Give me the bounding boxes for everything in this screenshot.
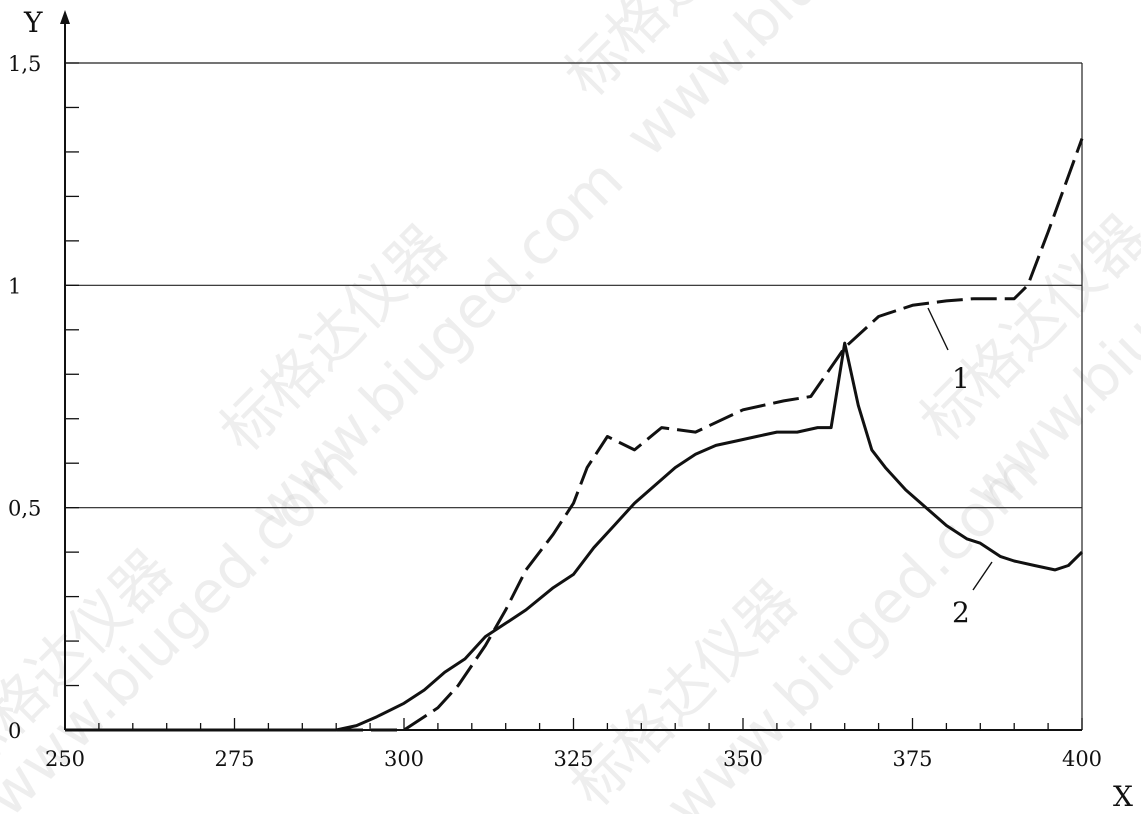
y-tick-label: 1 [8,274,21,298]
series [65,138,1084,732]
tick-labels: 250 275 300 325 350 375 400 0 0,5 1 1,5 [8,52,1102,771]
series-label: 2 [952,596,970,629]
y-axis-arrow [60,10,70,24]
x-tick-label: 275 [214,747,254,771]
series-label-leader [972,561,993,591]
x-tick-label: 375 [892,747,932,771]
series-line-2 [65,341,1084,732]
x-tick-label: 350 [723,747,763,771]
series-label-leader [927,307,949,351]
series-label: 1 [952,362,970,395]
x-tick-label: 400 [1062,747,1102,771]
y-tick-label: 0,5 [8,497,41,521]
x-tick-label: 325 [553,747,593,771]
annotations: 12 [927,307,993,629]
y-axis-title: Y [23,6,43,39]
x-axis-title: X [1113,780,1133,813]
x-tick-label: 300 [384,747,424,771]
gridlines [65,62,1083,730]
series-line-1 [65,138,1084,732]
ticks [64,62,1083,731]
y-tick-label: 1,5 [8,52,41,76]
y-tick-label: 0 [8,719,21,743]
x-tick-label: 250 [45,747,85,771]
